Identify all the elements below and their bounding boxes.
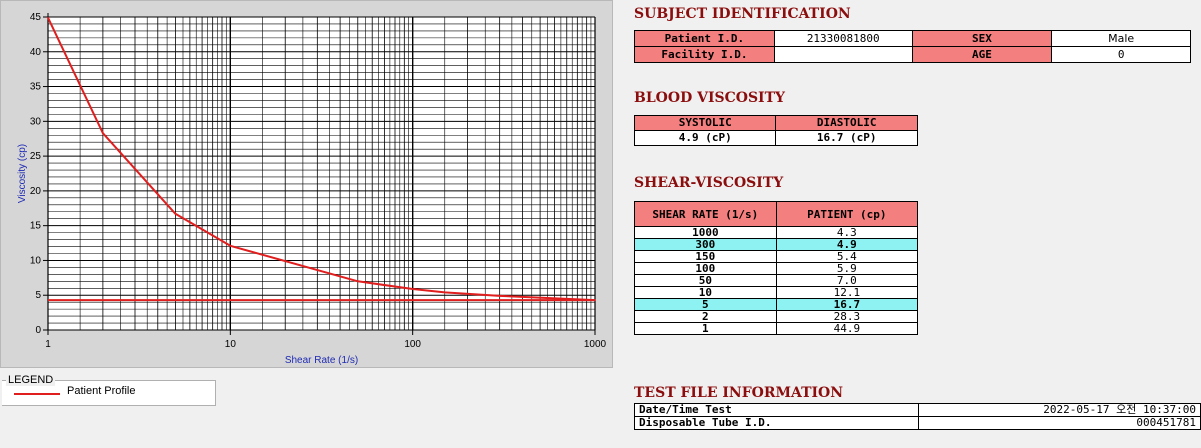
y-tick-label: 35 (30, 82, 42, 93)
legend-label: Patient Profile (67, 385, 136, 397)
patient-value-cell: 12.1 (775, 286, 919, 299)
patient-id-label: Patient I.D. (634, 30, 775, 47)
sex-label: SEX (911, 30, 1053, 47)
patient-value-cell: 4.3 (775, 226, 919, 239)
test-file-title: TEST FILE INFORMATION (634, 385, 844, 401)
tube-id-value: 000451781 (918, 416, 1201, 430)
facility-id-value (773, 46, 913, 63)
datetime-label: Date/Time Test (634, 403, 919, 417)
test-file-table: Date/Time Test 2022-05-17 오전 10:37:00 Di… (634, 403, 1201, 430)
datetime-value: 2022-05-17 오전 10:37:00 (918, 403, 1201, 417)
shear-rate-cell: 10 (634, 286, 777, 299)
tube-id-label: Disposable Tube I.D. (634, 416, 919, 430)
shear-row: 5 16.7 (634, 298, 919, 311)
chart-svg: 0 5 10 15 20 25 30 35 40 45 1 10 100 1000 Shear Rate (… (17, 12, 607, 366)
age-value: 0 (1051, 46, 1191, 63)
shear-row: 50 7.0 (634, 274, 919, 287)
patient-value-cell: 4.9 (775, 238, 919, 251)
x-axis-title: Shear Rate (1/s) (285, 355, 358, 366)
data-point (443, 291, 446, 294)
shear-row: 100 5.9 (634, 262, 919, 275)
legend-title: LEGEND (6, 374, 56, 386)
y-axis-title: Viscosity (cp) (17, 144, 28, 203)
y-tick-label: 45 (30, 12, 42, 23)
systolic-value: 4.9 (cP) (633, 130, 777, 146)
diastolic-label: DIASTOLIC (775, 115, 918, 131)
legend-swatch (14, 393, 60, 395)
x-tick-label: 1 (45, 339, 51, 350)
shear-rate-cell: 150 (634, 250, 777, 263)
shear-row: 300 4.9 (634, 238, 919, 251)
patient-value-cell: 44.9 (775, 322, 919, 335)
patient-id-value: 21330081800 (773, 30, 913, 47)
shear-rate-header: SHEAR RATE (1/s) (634, 201, 777, 227)
diastolic-value: 16.7 (cP) (775, 130, 918, 146)
shear-rate-cell: 1 (634, 322, 777, 335)
y-tick-label: 5 (35, 290, 41, 301)
shear-rate-cell: 1000 (634, 226, 777, 239)
shear-row: 10 12.1 (634, 286, 919, 299)
shear-row: 150 5.4 (634, 250, 919, 263)
patient-header: PATIENT (cp) (775, 201, 919, 227)
facility-id-label: Facility I.D. (634, 46, 775, 63)
subject-table: Patient I.D. 21330081800 SEX Male Facili… (634, 30, 1191, 63)
shear-viscosity-title: SHEAR-VISCOSITY (634, 175, 784, 191)
plot-area (48, 17, 595, 330)
sex-value: Male (1051, 30, 1191, 47)
y-tick-label: 30 (30, 116, 42, 127)
viscosity-chart: 0 5 10 15 20 25 30 35 40 45 1 10 100 1000 Shear Rate (… (0, 0, 613, 368)
y-tick-label: 40 (30, 47, 42, 58)
systolic-label: SYSTOLIC (633, 115, 777, 131)
patient-value-cell: 16.7 (775, 298, 919, 311)
x-tick-label: 10 (225, 339, 237, 350)
data-point (174, 213, 177, 215)
shear-row: 2 28.3 (634, 310, 919, 323)
data-point (594, 299, 596, 301)
subject-title: SUBJECT IDENTIFICATION (634, 6, 851, 22)
data-point (498, 295, 501, 297)
patient-value-cell: 5.4 (775, 250, 919, 263)
y-tick-label: 10 (30, 255, 42, 266)
shear-viscosity-table: SHEAR RATE (1/s) PATIENT (cp) 1000 4.3 300… (634, 201, 919, 335)
patient-value-cell: 5.9 (775, 262, 919, 275)
shear-rate-cell: 300 (634, 238, 777, 251)
blood-viscosity-table: SYSTOLIC DIASTOLIC 4.9 (cP) 16.7 (cP) (633, 115, 918, 146)
shear-rate-cell: 2 (634, 310, 777, 323)
patient-value-cell: 28.3 (775, 310, 919, 323)
data-point (47, 16, 49, 19)
age-label: AGE (911, 46, 1053, 63)
shear-row: 1000 4.3 (634, 226, 919, 239)
data-point (229, 245, 232, 247)
blood-viscosity-title: BLOOD VISCOSITY (634, 90, 786, 106)
y-tick-label: 15 (30, 221, 42, 232)
data-point (356, 280, 359, 283)
x-tick-label: 100 (404, 339, 421, 350)
x-tick-label: 1000 (584, 339, 607, 350)
shear-rate-cell: 50 (634, 274, 777, 287)
y-tick-label: 20 (30, 186, 42, 197)
shear-row: 1 44.9 (634, 322, 919, 335)
shear-rate-cell: 100 (634, 262, 777, 275)
y-tick-label: 25 (30, 151, 42, 162)
data-point (102, 132, 104, 134)
shear-rate-cell: 5 (634, 298, 777, 311)
y-tick-label: 0 (35, 325, 41, 336)
data-point (411, 288, 414, 290)
patient-value-cell: 7.0 (775, 274, 919, 287)
